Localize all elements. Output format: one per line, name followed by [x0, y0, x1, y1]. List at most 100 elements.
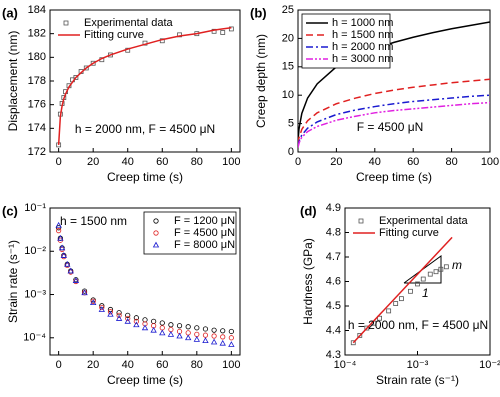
legend-swatch: [153, 230, 159, 236]
data-point: [202, 332, 209, 338]
y-axis-label: Creep depth (nm): [254, 34, 268, 128]
data-point: [159, 325, 165, 331]
x-tick-label: 0: [56, 359, 62, 371]
data-point: [168, 322, 174, 328]
data-point: [427, 271, 433, 277]
data-point: [99, 303, 105, 309]
data-point: [202, 337, 209, 344]
y-tick-label: 176: [28, 99, 46, 111]
legend-frame: [143, 211, 237, 255]
data-point: [202, 326, 209, 332]
x-axis-label: Creep time (s): [107, 170, 183, 184]
legend-label: h = 3000 nm: [332, 53, 393, 65]
y-axis-label: Displacement (nm): [6, 31, 20, 132]
data-point: [159, 329, 166, 336]
data-point: [211, 28, 217, 34]
data-point: [350, 340, 356, 346]
legend-label: Experimental data: [84, 17, 174, 29]
legend-swatch: [152, 241, 160, 248]
y-tick-label: 15: [282, 61, 294, 73]
data-point: [133, 321, 140, 328]
data-point: [60, 252, 67, 258]
data-point: [115, 315, 123, 321]
data-point: [399, 296, 404, 302]
panel-label: (a): [2, 5, 18, 20]
legend-label: Experimental data: [379, 215, 469, 227]
y-tick-label: 10⁻¹: [24, 202, 46, 214]
data-point: [176, 323, 183, 329]
data-point: [185, 334, 192, 341]
data-point: [133, 318, 139, 324]
x-tick-label: 10⁻³: [407, 359, 429, 371]
panel-label: (d): [300, 203, 317, 218]
data-point: [55, 221, 62, 228]
data-point: [357, 332, 363, 338]
data-point: [64, 260, 71, 267]
y-tick-label: 4.5: [326, 300, 341, 312]
data-point: [98, 306, 105, 312]
legend-swatch: [63, 20, 69, 26]
x-axis-label: Creep time (s): [356, 170, 432, 184]
data-point: [176, 332, 183, 339]
data-point: [194, 331, 200, 337]
annotation: m: [452, 258, 462, 272]
data-point: [125, 315, 131, 322]
data-point: [56, 225, 62, 231]
legend-label: h = 2000 nm: [332, 41, 393, 53]
series-line: [352, 236, 453, 344]
y-tick-label: 20: [282, 32, 294, 44]
x-tick-label: 10⁻⁴: [334, 359, 357, 371]
data-point: [125, 312, 131, 318]
y-tick-label: 184: [28, 4, 46, 16]
y-axis-label: Hardness (GPa): [301, 238, 315, 325]
legend-label: h = 1500 nm: [332, 29, 393, 41]
y-tick-label: 4.6: [326, 275, 341, 287]
legend-label: F = 8000 μN: [174, 239, 235, 251]
data-point: [151, 318, 157, 324]
annotation: h = 2000 nm, F = 4500 μN: [75, 122, 215, 136]
data-point: [220, 334, 226, 340]
data-point: [228, 341, 235, 347]
x-tick-label: 0: [56, 156, 62, 168]
y-tick-label: 0: [288, 146, 294, 158]
legend-label: Fitting curve: [84, 29, 144, 41]
x-tick-label: 0: [295, 156, 301, 168]
legend-swatch: [153, 218, 159, 224]
y-tick-label: 4.3: [326, 349, 341, 361]
data-point: [415, 281, 420, 287]
panel-label: (c): [2, 203, 18, 218]
x-tick-label: 80: [191, 156, 203, 168]
data-point: [67, 267, 74, 274]
x-tick-label: 100: [222, 156, 240, 168]
y-tick-label: 10⁻⁴: [23, 332, 46, 344]
data-point: [58, 244, 66, 251]
data-point: [210, 338, 218, 345]
data-point: [90, 299, 97, 306]
x-tick-label: 80: [445, 156, 457, 168]
data-point: [185, 324, 191, 330]
data-point: [141, 324, 149, 331]
data-point: [393, 301, 399, 306]
y-tick-label: 25: [282, 4, 294, 16]
annotation: h = 2000 nm, F = 4500 μN: [348, 318, 488, 332]
data-point: [408, 288, 413, 294]
data-point: [83, 65, 89, 71]
data-point: [228, 26, 234, 32]
y-tick-label: 10: [282, 89, 294, 101]
data-point: [386, 308, 392, 314]
series-line: [57, 27, 232, 145]
legend-label: F = 4500 μN: [174, 227, 235, 239]
x-tick-label: 40: [122, 359, 134, 371]
x-tick-label: 20: [87, 156, 99, 168]
data-point: [211, 327, 217, 333]
y-tick-label: 182: [28, 28, 46, 40]
series-line: [298, 78, 490, 144]
data-point: [364, 325, 370, 331]
data-point: [194, 325, 200, 331]
legend-label: Fitting curve: [379, 227, 439, 239]
x-tick-label: 100: [222, 359, 240, 371]
plot-frame: [297, 9, 491, 153]
data-point: [377, 315, 382, 321]
y-tick-label: 4.8: [326, 226, 341, 238]
